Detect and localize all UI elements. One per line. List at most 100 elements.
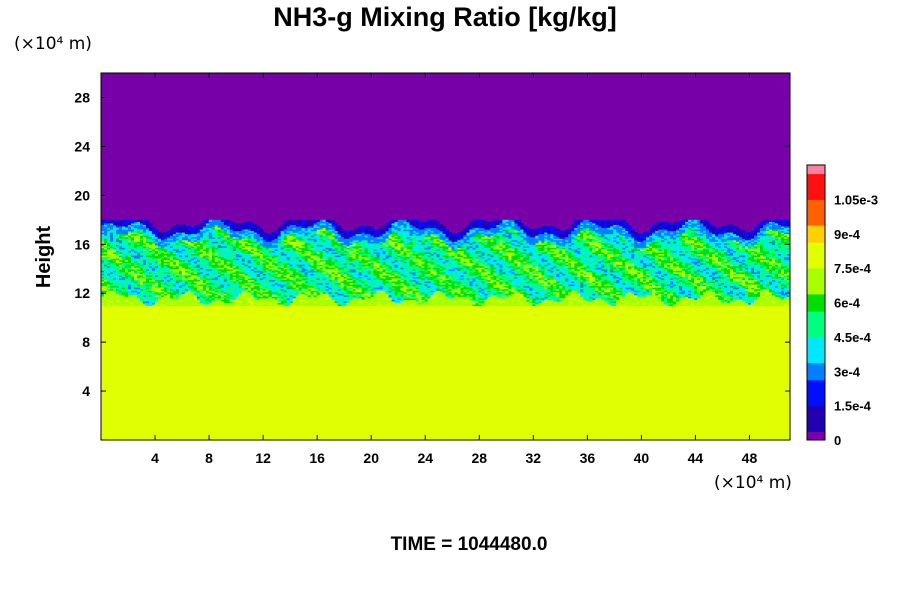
field-cell	[301, 267, 306, 270]
field-cell	[256, 299, 261, 302]
field-cell	[226, 294, 231, 297]
field-cell	[151, 287, 156, 290]
field-cell	[205, 262, 210, 265]
field-cell	[157, 259, 162, 262]
field-cell	[136, 267, 141, 270]
field-cell	[226, 274, 231, 277]
field-cell	[310, 232, 315, 235]
field-cell	[148, 254, 153, 258]
field-cell	[190, 259, 195, 262]
field-cell	[151, 264, 156, 267]
field-cell	[301, 277, 306, 281]
field-cell	[157, 238, 162, 241]
field-cell	[295, 221, 300, 224]
field-cell	[274, 254, 279, 258]
field-cell	[148, 251, 153, 255]
field-cell	[283, 293, 288, 296]
field-cell	[148, 271, 153, 274]
field-cell	[151, 251, 156, 255]
field-cell	[331, 280, 336, 284]
field-cell	[109, 294, 114, 297]
field-cell	[130, 303, 135, 307]
field-cell	[175, 268, 180, 271]
field-cell	[286, 248, 291, 251]
field-cell	[313, 300, 318, 303]
field-cell	[373, 248, 378, 251]
field-cell	[160, 279, 165, 282]
field-cell	[376, 279, 381, 282]
field-cell	[196, 232, 201, 235]
field-cell	[181, 261, 186, 264]
field-cell	[280, 247, 285, 250]
field-cell	[349, 268, 354, 271]
field-cell	[118, 225, 123, 229]
field-cell	[337, 233, 342, 236]
field-cell	[109, 251, 114, 255]
field-cell	[250, 235, 255, 238]
field-cell	[184, 230, 189, 233]
field-cell	[151, 254, 156, 258]
field-cell	[133, 288, 138, 291]
field-cell	[184, 253, 189, 256]
field-cell	[367, 244, 372, 247]
field-cell	[373, 296, 378, 299]
field-cell	[364, 303, 369, 307]
field-cell	[304, 267, 309, 270]
field-cell	[238, 238, 243, 241]
field-cell	[139, 254, 144, 258]
field-cell	[157, 276, 162, 279]
field-cell	[334, 245, 339, 248]
field-cell	[235, 254, 240, 258]
field-cell	[145, 267, 150, 270]
field-cell	[298, 239, 303, 242]
field-cell	[253, 254, 258, 258]
field-cell	[169, 297, 174, 300]
field-cell	[217, 250, 222, 253]
field-cell	[166, 274, 171, 277]
field-cell	[298, 262, 303, 265]
field-cell	[340, 276, 345, 279]
field-cell	[160, 285, 165, 288]
field-cell	[328, 271, 333, 274]
field-cell	[115, 247, 120, 250]
field-cell	[220, 245, 225, 248]
field-cell	[250, 233, 255, 236]
field-cell	[352, 274, 357, 277]
field-cell	[106, 264, 111, 267]
field-cell	[101, 239, 105, 242]
field-cell	[331, 276, 336, 279]
field-cell	[310, 293, 315, 296]
field-cell	[256, 233, 261, 236]
field-cell	[256, 242, 261, 245]
field-cell	[101, 233, 105, 236]
field-cell	[181, 236, 186, 239]
field-cell	[376, 241, 381, 244]
field-cell	[202, 258, 207, 261]
field-cell	[319, 264, 324, 267]
field-cell	[292, 273, 297, 276]
field-cell	[310, 227, 315, 230]
field-cell	[259, 280, 264, 284]
field-cell	[352, 299, 357, 302]
field-cell	[268, 241, 273, 244]
field-cell	[322, 221, 327, 224]
field-cell	[334, 296, 339, 299]
field-cell	[280, 302, 285, 305]
field-cell	[286, 224, 291, 227]
field-cell	[214, 282, 219, 285]
field-cell	[289, 291, 294, 294]
field-cell	[139, 248, 144, 251]
field-cell	[247, 296, 252, 299]
field-cell	[118, 221, 123, 224]
field-cell	[154, 291, 159, 294]
field-cell	[286, 279, 291, 282]
field-cell	[220, 291, 225, 294]
field-cell	[280, 239, 285, 242]
field-cell	[334, 227, 339, 230]
field-cell	[277, 239, 282, 242]
field-cell	[205, 225, 210, 229]
field-cell	[214, 270, 219, 273]
field-cell	[343, 270, 348, 273]
field-cell	[298, 288, 303, 291]
field-cell	[343, 296, 348, 299]
